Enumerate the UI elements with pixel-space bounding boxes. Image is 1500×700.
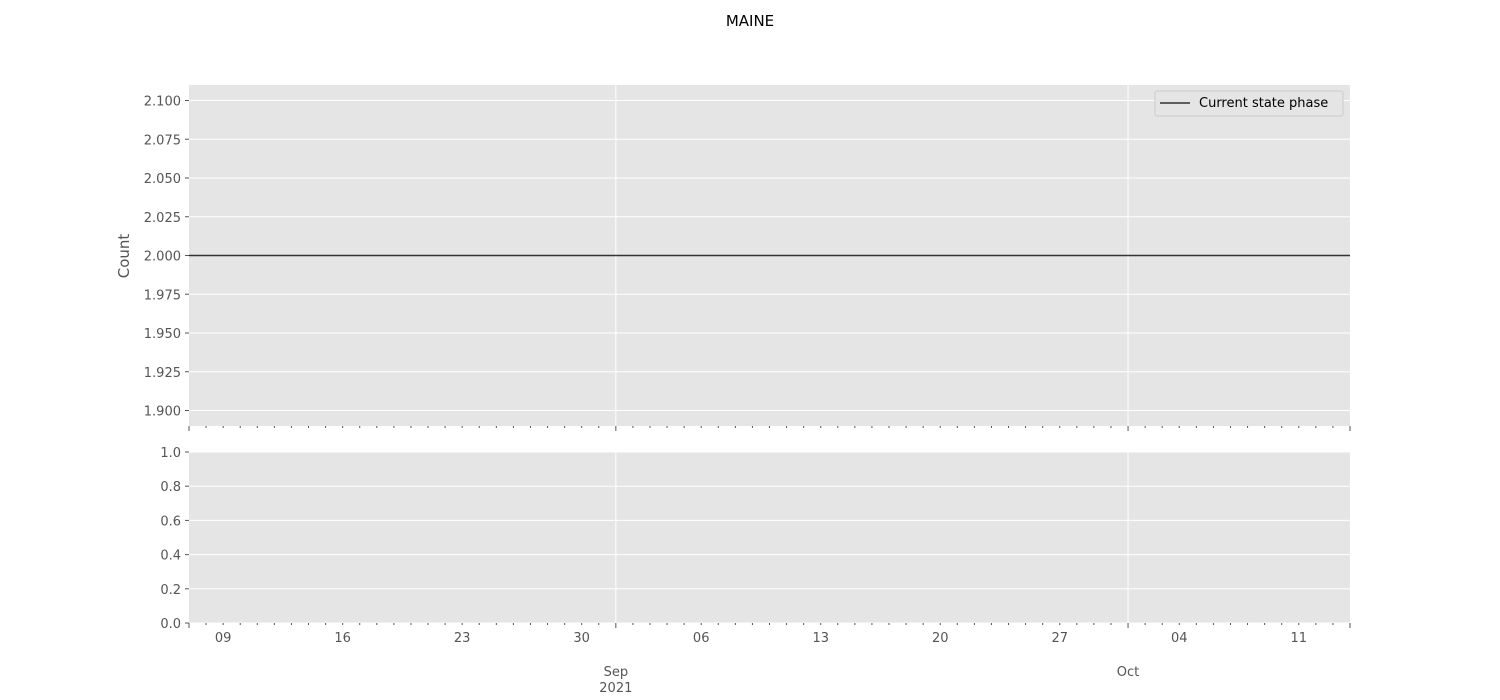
- bottom-plot-area: [189, 452, 1350, 623]
- x-tick-label: 11: [1291, 631, 1308, 646]
- x-tick-label: 20: [932, 631, 949, 646]
- x-tick-label: 16: [334, 631, 351, 646]
- x-tick-label: 23: [454, 631, 471, 646]
- bottom-y-tick-label: 0.2: [160, 583, 181, 598]
- legend-box: [1154, 90, 1344, 117]
- x-tick-label: 30: [573, 631, 590, 646]
- top-y-tick-label: 1.975: [144, 288, 181, 303]
- bottom-y-tick-label: 0.0: [160, 617, 181, 632]
- x-major-tick-label: Oct: [1117, 665, 1139, 680]
- top-y-tick-label: 1.900: [144, 405, 181, 420]
- x-tick-label: 27: [1051, 631, 1068, 646]
- x-major-tick-sublabel: 2021: [599, 681, 632, 696]
- bottom-y-tick-label: 0.8: [160, 480, 181, 495]
- bottom-y-tick-label: 1.0: [160, 446, 181, 461]
- legend-label: Current state phase: [1199, 96, 1328, 111]
- bottom-y-tick-label: 0.6: [160, 514, 181, 529]
- top-y-tick-label: 2.050: [144, 172, 181, 187]
- top-y-tick-label: 2.100: [144, 95, 181, 110]
- top-y-tick-label: 2.000: [144, 250, 181, 265]
- bottom-y-ticks: 0.0 0.2 0.4 0.6 0.8 1.0: [160, 446, 189, 632]
- x-tick-label: 04: [1171, 631, 1188, 646]
- top-y-ticks: 1.900 1.925 1.950 1.975 2.000 2.025 2.050 2.075…: [144, 95, 189, 420]
- x-tick-label: 09: [215, 631, 232, 646]
- top-y-tick-label: 2.075: [144, 133, 181, 148]
- y-axis-label: Count: [115, 234, 133, 279]
- bottom-y-tick-label: 0.4: [160, 549, 181, 564]
- legend: Current state phase: [1154, 90, 1344, 117]
- chart-title: MAINE: [726, 12, 774, 30]
- top-y-tick-label: 1.925: [144, 366, 181, 381]
- x-tick-label: 13: [812, 631, 829, 646]
- x-major-tick-label: Sep: [604, 665, 629, 680]
- x-tick-label: 06: [693, 631, 710, 646]
- top-y-tick-label: 1.950: [144, 327, 181, 342]
- top-y-tick-label: 2.025: [144, 211, 181, 226]
